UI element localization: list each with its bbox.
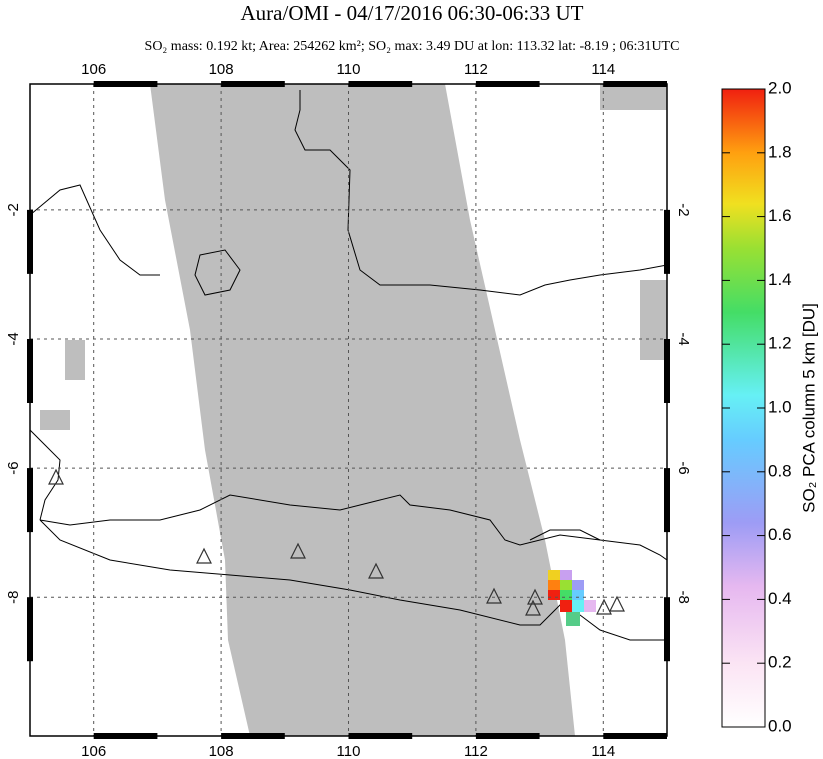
x-tick-label: 106 [81, 61, 106, 78]
swath-right [445, 84, 667, 736]
colorbar-tick-label: 0.6 [768, 525, 792, 544]
swath-left [30, 84, 250, 736]
tick-bar [664, 338, 670, 403]
coastline [30, 90, 667, 641]
colorbar-label: SO₂ PCA column 5 km [DU] [799, 303, 818, 513]
y-tick-label: -4 [675, 332, 692, 345]
x-tick-label: 112 [464, 743, 488, 759]
y-tick-label: -4 [5, 332, 22, 345]
y-tick-label: -2 [675, 203, 692, 216]
tick-bar [664, 209, 670, 274]
x-tick-label: 114 [591, 61, 615, 78]
y-tick-label: -8 [5, 591, 22, 604]
no-data [40, 410, 70, 430]
colorbar-tick-label: 0.8 [768, 461, 792, 480]
x-tick-label: 108 [209, 61, 234, 78]
tick-bar [27, 209, 33, 274]
colorbar-tick-label: 1.8 [768, 142, 792, 161]
x-tick-label: 114 [591, 743, 615, 759]
tick-bar [603, 81, 667, 87]
tick-bar [475, 733, 540, 739]
colorbar-tick-label: 0.2 [768, 653, 792, 672]
tick-bar [603, 733, 667, 739]
x-tick-label: 110 [337, 743, 361, 759]
no-data [65, 340, 85, 380]
tick-bar [475, 81, 540, 87]
tick-bar [348, 733, 413, 739]
tick-bar [221, 81, 285, 87]
tick-bar [221, 733, 285, 739]
tick-bar [93, 733, 158, 739]
colorbar-tick-label: 1.4 [768, 270, 792, 289]
volcano-markers [48, 468, 625, 616]
tick-bar [664, 468, 670, 533]
y-tick-label: -2 [5, 203, 22, 216]
tick-bar [27, 468, 33, 533]
x-tick-label: 106 [81, 743, 106, 759]
y-tick-label: -6 [5, 461, 22, 474]
colorbar-tick-label: 2.0 [768, 78, 792, 97]
tick-bar [348, 81, 413, 87]
x-tick-label: 112 [464, 61, 488, 78]
tick-bar [27, 597, 33, 662]
title: Aura/OMI - 04/17/2016 06:30-06:33 UT [241, 1, 584, 25]
colorbar-tick-label: 1.6 [768, 206, 792, 225]
tick-bar [93, 81, 158, 87]
x-tick-label: 110 [337, 61, 361, 78]
map-area [30, 84, 667, 736]
no-data [640, 280, 667, 360]
tick-bar [27, 338, 33, 403]
colorbar-tick-label: 0.0 [768, 716, 792, 735]
y-tick-label: -6 [675, 461, 692, 474]
colorbar-tick-label: 1.2 [768, 334, 792, 353]
tick-bar [664, 597, 670, 662]
subtitle: SO₂ mass: 0.192 kt; Area: 254262 km²; SO… [145, 39, 680, 54]
colorbar-tick-label: 0.4 [768, 589, 792, 608]
y-tick-label: -8 [675, 591, 692, 604]
so2-pixels [548, 570, 596, 626]
colorbar-tick-label: 1.0 [768, 397, 792, 416]
x-tick-label: 108 [209, 743, 234, 759]
